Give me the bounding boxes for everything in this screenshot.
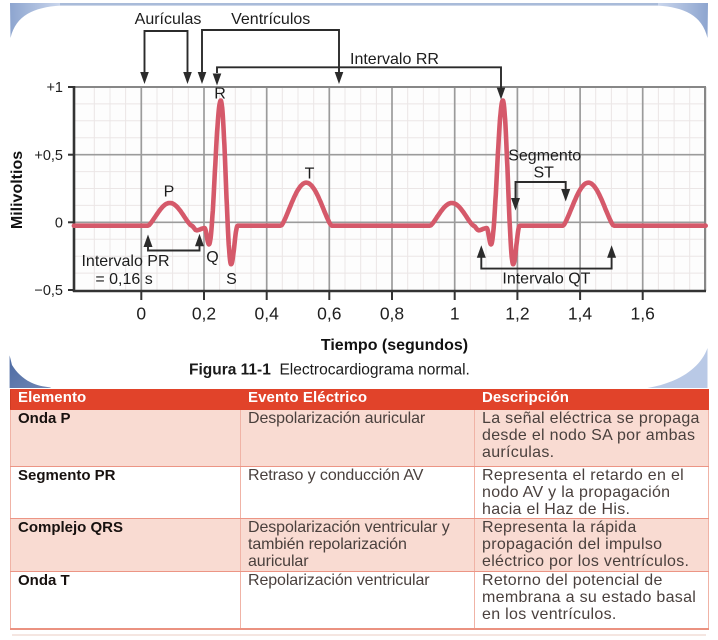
svg-text:Aurículas: Aurículas [135,11,202,28]
svg-text:T: T [305,166,315,183]
svg-text:Q: Q [206,249,218,266]
svg-text:= 0,16 s: = 0,16 s [95,271,152,288]
svg-text:Intervalo QT: Intervalo QT [502,271,590,288]
svg-text:0: 0 [136,304,146,324]
svg-text:Figura 11-1 Electrocardiogram: Figura 11-1 Electrocardiograma normal. [189,362,470,379]
svg-text:1: 1 [450,304,460,324]
svg-text:1,4: 1,4 [568,304,593,324]
svg-text:0: 0 [55,216,63,232]
svg-text:+0,5: +0,5 [34,148,63,164]
svg-text:1,2: 1,2 [505,304,529,324]
svg-text:0,8: 0,8 [380,304,404,324]
svg-text:+1: +1 [46,80,63,96]
svg-text:1,6: 1,6 [631,304,655,324]
svg-text:0,2: 0,2 [192,304,216,324]
svg-text:Intervalo PR: Intervalo PR [81,253,169,270]
svg-text:−0,5: −0,5 [34,283,63,299]
svg-text:ST: ST [533,164,554,181]
svg-text:Segmento: Segmento [508,148,581,165]
svg-text:0,4: 0,4 [255,304,280,324]
svg-text:R: R [214,86,226,103]
svg-text:Intervalo RR: Intervalo RR [350,51,439,68]
svg-text:S: S [226,271,237,288]
svg-text:Tiempo (segundos): Tiempo (segundos) [321,337,468,354]
svg-text:P: P [164,184,175,201]
svg-text:0,6: 0,6 [317,304,341,324]
svg-text:Milivoltios: Milivoltios [9,151,26,229]
svg-text:Ventrículos: Ventrículos [231,11,310,28]
